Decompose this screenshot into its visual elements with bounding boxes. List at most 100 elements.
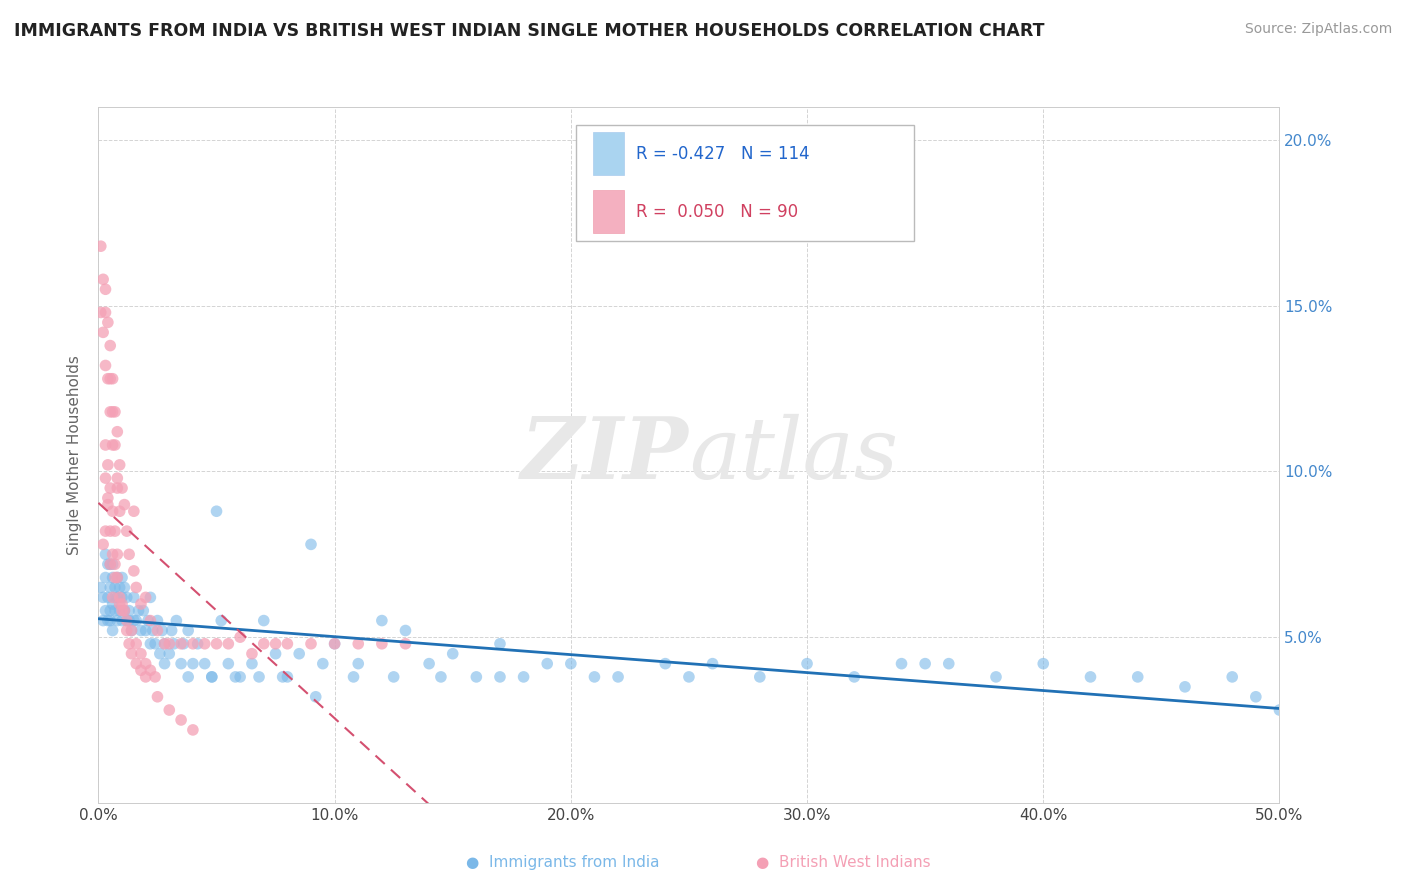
- Point: [583, 670, 606, 684]
- Point: [796, 657, 818, 671]
- Point: [98, 604, 121, 618]
- Point: [247, 670, 270, 684]
- Point: [224, 670, 246, 684]
- Point: [418, 657, 440, 671]
- Point: [122, 564, 145, 578]
- Point: [170, 713, 193, 727]
- Point: [125, 581, 148, 595]
- Point: [94, 604, 117, 618]
- Point: [217, 637, 239, 651]
- Point: [149, 647, 172, 661]
- Point: [253, 637, 276, 651]
- Point: [153, 657, 176, 671]
- Point: [136, 614, 159, 628]
- Point: [101, 504, 124, 518]
- Point: [108, 504, 131, 518]
- Point: [91, 614, 114, 628]
- Point: [143, 637, 166, 651]
- Point: [146, 690, 169, 704]
- Point: [97, 614, 120, 628]
- Point: [112, 604, 135, 618]
- Point: [98, 338, 121, 352]
- Point: [160, 624, 183, 638]
- Point: [94, 471, 117, 485]
- Point: [90, 239, 112, 253]
- Text: R =  0.050   N = 90: R = 0.050 N = 90: [636, 202, 797, 221]
- Point: [157, 637, 180, 651]
- Point: [128, 604, 150, 618]
- Point: [150, 624, 173, 638]
- Point: [118, 637, 141, 651]
- Point: [135, 670, 157, 684]
- Point: [122, 614, 145, 628]
- Point: [94, 547, 117, 561]
- Point: [105, 591, 128, 605]
- Point: [139, 637, 162, 651]
- Point: [165, 614, 187, 628]
- Point: [1032, 657, 1054, 671]
- Point: [111, 570, 134, 584]
- Point: [97, 315, 120, 329]
- Point: [97, 372, 120, 386]
- Point: [97, 591, 120, 605]
- Point: [112, 604, 135, 618]
- Point: [101, 405, 124, 419]
- Point: [94, 305, 117, 319]
- Point: [181, 637, 204, 651]
- Point: [371, 637, 394, 651]
- Point: [104, 438, 127, 452]
- Point: [181, 723, 204, 737]
- Point: [146, 614, 169, 628]
- Point: [98, 405, 121, 419]
- Point: [536, 657, 558, 671]
- Point: [97, 558, 120, 572]
- Text: ZIP: ZIP: [522, 413, 689, 497]
- Point: [394, 624, 416, 638]
- Point: [98, 372, 121, 386]
- Point: [105, 570, 128, 584]
- Point: [187, 637, 209, 651]
- Point: [347, 657, 370, 671]
- Point: [115, 614, 138, 628]
- Point: [194, 657, 217, 671]
- Point: [118, 614, 141, 628]
- Point: [98, 524, 121, 538]
- Point: [157, 703, 180, 717]
- Point: [253, 614, 276, 628]
- Point: [108, 458, 131, 472]
- Point: [101, 558, 124, 572]
- Point: [111, 481, 134, 495]
- Point: [560, 657, 582, 671]
- Point: [914, 657, 936, 671]
- Point: [347, 637, 370, 651]
- Point: [217, 657, 239, 671]
- Point: [104, 405, 127, 419]
- Point: [108, 591, 131, 605]
- Point: [111, 597, 134, 611]
- Point: [129, 663, 152, 677]
- Point: [91, 272, 114, 286]
- Point: [139, 591, 162, 605]
- Point: [276, 637, 298, 651]
- Point: [98, 558, 121, 572]
- Point: [111, 591, 134, 605]
- Point: [142, 624, 165, 638]
- Text: ●  Immigrants from India: ● Immigrants from India: [465, 855, 659, 870]
- Point: [101, 438, 124, 452]
- Point: [382, 670, 405, 684]
- Point: [115, 614, 138, 628]
- Point: [108, 581, 131, 595]
- Point: [1080, 670, 1102, 684]
- Text: atlas: atlas: [689, 414, 898, 496]
- Point: [288, 647, 311, 661]
- Point: [201, 670, 224, 684]
- Point: [1244, 690, 1267, 704]
- Point: [101, 624, 124, 638]
- Point: [890, 657, 912, 671]
- Point: [170, 637, 193, 651]
- Point: [101, 547, 124, 561]
- Point: [98, 614, 121, 628]
- Point: [111, 614, 134, 628]
- Point: [205, 637, 228, 651]
- Point: [135, 657, 157, 671]
